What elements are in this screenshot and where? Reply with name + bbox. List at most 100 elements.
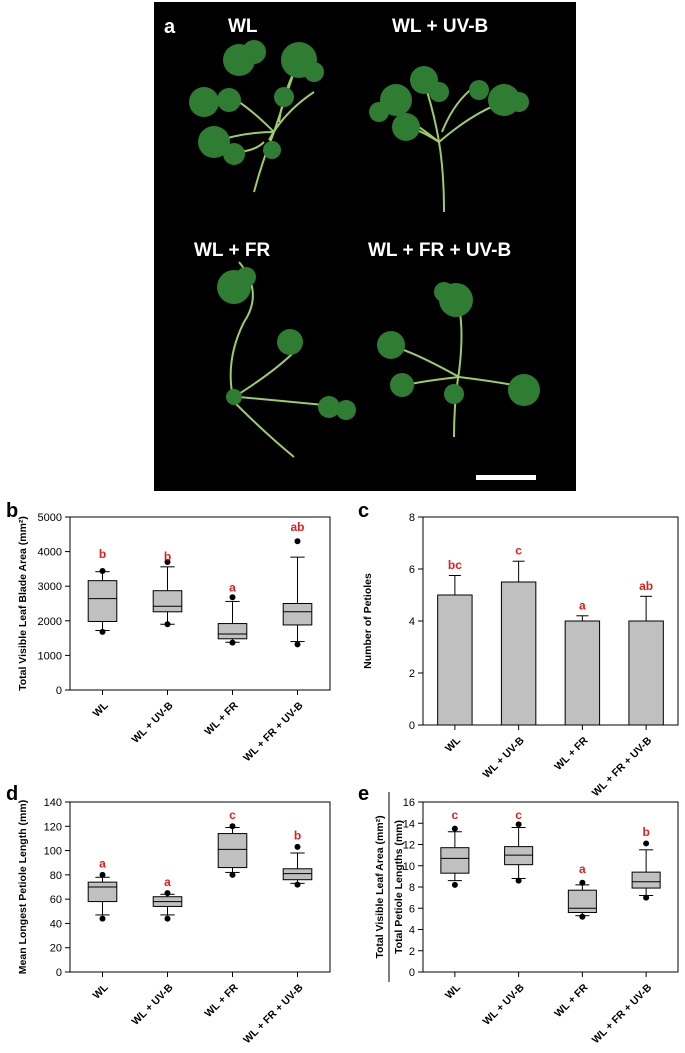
y-tick-label: 2 xyxy=(409,668,415,680)
y-tick-label: 1000 xyxy=(38,650,62,662)
plant-wl-leaves xyxy=(189,40,324,165)
y-tick-label: 140 xyxy=(44,797,62,809)
y-tick-label: 6 xyxy=(409,903,415,915)
plot-frame xyxy=(69,516,331,691)
plant-wl-uvb-leaves xyxy=(369,66,529,141)
plant-wl-fr-uvb-leaves xyxy=(377,282,540,406)
chart-d: 0 20 40 60 80 100 120 140 WL WL + UV-B WL + FR WL +… xyxy=(0,790,340,1053)
y-tick-label: 80 xyxy=(50,870,62,882)
y-tick-label: 4 xyxy=(409,616,415,628)
box xyxy=(282,603,313,626)
outlier-point xyxy=(164,558,171,565)
box xyxy=(504,846,534,866)
outlier-point xyxy=(229,823,236,830)
bar xyxy=(500,581,537,726)
x-tick-label: WL + FR + UV-B xyxy=(590,981,655,1046)
y-tick-label: 14 xyxy=(403,818,415,830)
significance-letter: c xyxy=(229,808,236,822)
significance-letter: bc xyxy=(448,558,462,572)
y-tick-label: 0 xyxy=(56,967,62,979)
y-tick-label: 0 xyxy=(409,720,415,732)
significance-letter: b xyxy=(99,547,106,561)
chart-b-svg: 0 1000 2000 3000 4000 5000 WL WL + UV-B WL + FR W… xyxy=(17,512,331,764)
y-tick-label: 100 xyxy=(44,846,62,858)
photo-label-wl-uvb: WL + UV-B xyxy=(392,16,489,37)
y-tick-label: 16 xyxy=(403,797,415,809)
box xyxy=(217,833,248,869)
y-tick-label: 40 xyxy=(50,918,62,930)
chart-b: 0 1000 2000 3000 4000 5000 WL WL + UV-B WL + FR W… xyxy=(0,505,340,785)
y-tick-label: 5000 xyxy=(38,512,62,524)
box xyxy=(631,871,661,889)
y-tick-label: 0 xyxy=(56,685,62,697)
y-tick-label: 6 xyxy=(409,564,415,576)
x-tick-label: WL xyxy=(91,981,111,1001)
outlier-point xyxy=(99,871,106,878)
chart-c: 0 2 4 6 8 WL WL + UV-B WL + FR WL + FR + UV-B Num… xyxy=(345,505,685,799)
photo-label-wl: WL xyxy=(228,16,258,37)
plant-photo xyxy=(154,2,576,491)
outlier-point xyxy=(515,877,522,884)
x-tick-label: WL + UV-B xyxy=(130,699,176,745)
y-axis-label: Mean Longest Petiole Length (mm) xyxy=(17,800,29,974)
significance-letter: ab xyxy=(639,579,653,593)
outlier-point xyxy=(515,821,522,828)
box xyxy=(440,847,470,874)
x-tick-label: WL + FR + UV-B xyxy=(241,981,306,1046)
chart-d-svg: 0 20 40 60 80 100 120 140 WL WL + UV-B WL + FR WL +… xyxy=(17,797,331,1046)
y-tick-label: 4 xyxy=(409,925,415,937)
y-tick-label: 2000 xyxy=(38,616,62,628)
panel-letter-b: b xyxy=(6,500,19,522)
panel-letter-d: d xyxy=(6,783,19,805)
box xyxy=(217,623,248,640)
y-axis-label: Total Visible Leaf Area (mm²) xyxy=(374,815,386,958)
panel-letter-c: c xyxy=(358,500,370,522)
y-tick-label: 12 xyxy=(403,840,415,852)
scale-bar xyxy=(476,475,536,480)
outlier-point xyxy=(294,881,301,888)
significance-letter: c xyxy=(452,808,459,822)
outlier-point xyxy=(99,567,106,574)
x-tick-label: WL + UV-B xyxy=(481,734,527,780)
outlier-point xyxy=(451,825,458,832)
y-tick-label: 120 xyxy=(44,821,62,833)
significance-letter: b xyxy=(164,550,171,564)
photo-panel: a WL WL + UV-B WL + FR WL + FR + UV-B xyxy=(154,2,576,491)
outlier-point xyxy=(229,594,236,601)
bar xyxy=(437,594,473,726)
outlier-point xyxy=(229,639,236,646)
box xyxy=(282,868,313,881)
x-tick-label: WL xyxy=(91,699,111,719)
y-tick-label: 60 xyxy=(50,894,62,906)
outlier-point xyxy=(164,890,171,897)
outlier-point xyxy=(579,879,586,886)
outlier-point xyxy=(164,621,171,628)
x-tick-label: WL + FR xyxy=(202,981,241,1020)
significance-letter: c xyxy=(515,544,522,558)
chart-e: 0 2 4 6 8 10 12 14 16 WL WL + UV-B WL + FR WL + FR +… xyxy=(345,790,685,1053)
x-tick-label: WL + UV-B xyxy=(481,981,527,1027)
outlier-point xyxy=(294,538,301,545)
plant-wl-fr-leaves xyxy=(217,267,356,420)
y-tick-label: 8 xyxy=(409,882,415,894)
box xyxy=(87,881,118,903)
bar xyxy=(564,620,601,726)
y-axis-label: Number of Petioles xyxy=(362,573,374,669)
outlier-point xyxy=(643,840,650,847)
bar xyxy=(628,620,664,726)
outlier-point xyxy=(294,641,301,648)
y-tick-label: 2 xyxy=(409,946,415,958)
significance-letter: a xyxy=(164,875,171,889)
outlier-point xyxy=(229,871,236,878)
photo-label-wl-fr: WL + FR xyxy=(194,240,271,261)
significance-letter: b xyxy=(642,825,649,839)
x-tick-label: WL xyxy=(443,981,463,1001)
x-tick-label: WL + FR xyxy=(202,699,241,738)
photo-label-wl-fr-uvb: WL + FR + UV-B xyxy=(368,240,512,261)
significance-letter: a xyxy=(579,862,586,876)
y-axis-label-2: Total Petiole Lengths (mm) xyxy=(393,820,405,954)
plot-frame xyxy=(69,801,331,973)
significance-letter: c xyxy=(515,808,522,822)
significance-letter: ab xyxy=(290,520,304,534)
